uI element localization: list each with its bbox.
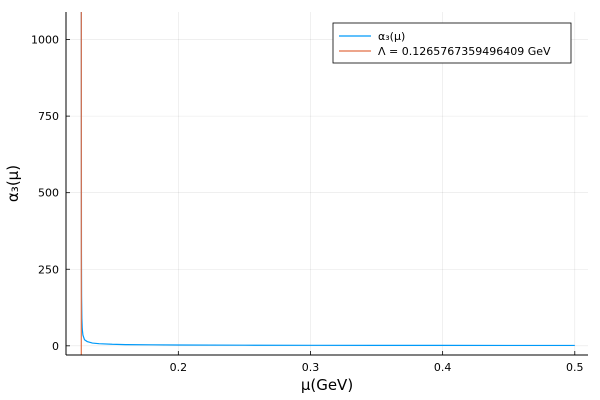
- series-layer: [80, 12, 575, 355]
- series-line-alpha3: [80, 12, 575, 347]
- y-tick-label: 0: [52, 340, 59, 353]
- legend-box: [332, 22, 572, 64]
- grid: [66, 12, 588, 355]
- tick-labels: 0.2 0.3 0.4 0.5 0 250 500 750 1000: [31, 34, 584, 374]
- y-tick-label: 1000: [31, 34, 59, 47]
- legend: α₃(μ) Λ = 0.1265767359496409 GeV: [332, 22, 572, 64]
- x-tick-label: 0.3: [302, 361, 320, 374]
- y-tick-label: 750: [38, 110, 59, 123]
- x-tick-label: 0.2: [170, 361, 188, 374]
- y-tick-label: 250: [38, 263, 59, 276]
- x-axis-title: μ(GeV): [301, 376, 353, 394]
- y-tick-label: 500: [38, 187, 59, 200]
- x-tick-label: 0.5: [566, 361, 584, 374]
- axes: [65, 12, 588, 356]
- y-axis-title: α₃(μ): [4, 165, 22, 202]
- legend-label: α₃(μ): [378, 30, 405, 43]
- legend-label: Λ = 0.1265767359496409 GeV: [378, 45, 551, 58]
- x-tick-label: 0.4: [434, 361, 452, 374]
